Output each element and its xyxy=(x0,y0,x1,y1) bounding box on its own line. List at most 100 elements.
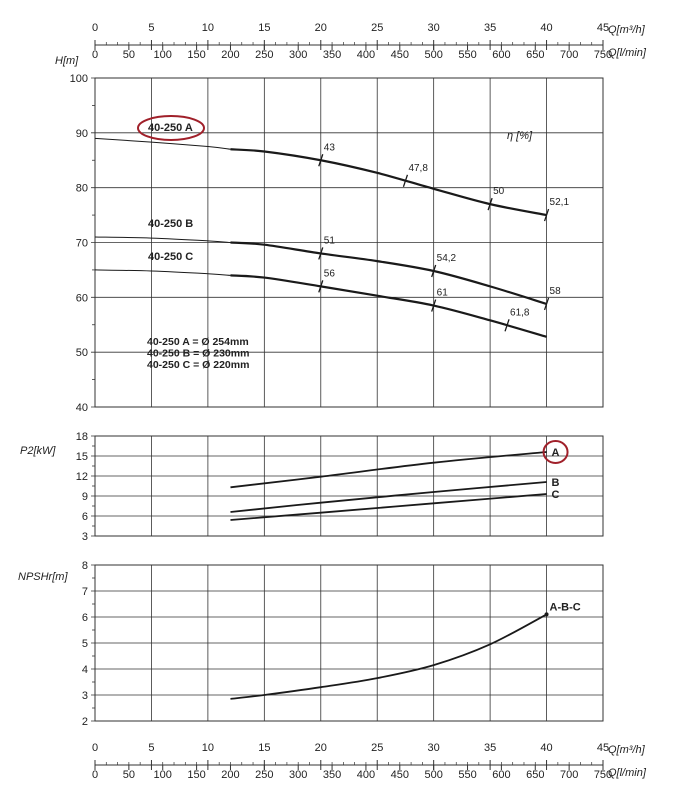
top-lmin-tick-label: 700 xyxy=(560,49,578,61)
bottom-lmin-tick-label: 0 xyxy=(92,769,98,781)
grid-layer xyxy=(91,77,604,722)
top-lmin-tick-label: 200 xyxy=(221,49,239,61)
power-plot-frame xyxy=(94,435,604,537)
head-curve-40-250-b-startup xyxy=(94,236,231,243)
series-a-highlight-ellipse xyxy=(137,115,205,141)
efficiency-mark-label: 50 xyxy=(493,186,505,197)
efficiency-mark xyxy=(318,154,324,167)
power-ytick-label: 6 xyxy=(82,511,88,523)
top-q-lmin-title: Q[l/min] xyxy=(608,47,647,59)
head-curve-40-250-a-startup xyxy=(94,137,231,150)
power-curve-a xyxy=(230,451,547,489)
top-lmin-tick-label: 100 xyxy=(154,49,172,61)
bottom-lmin-tick-label: 150 xyxy=(187,769,205,781)
npsh-ytick-label: 7 xyxy=(82,586,88,598)
top-m3h-tick-label: 25 xyxy=(371,22,383,34)
power-ytick-label: 18 xyxy=(76,431,88,443)
top-lmin-tick-label: 750 xyxy=(594,49,612,61)
bottom-lmin-tick-label: 500 xyxy=(424,769,442,781)
bottom-q-m3h-title: Q[m³/h] xyxy=(608,744,646,756)
head-curve-40-250-c-startup xyxy=(94,269,231,276)
top-lmin-tick-label: 350 xyxy=(323,49,341,61)
npsh-curve-endpoint xyxy=(544,612,549,617)
npsh-ytick-label: 3 xyxy=(82,690,88,702)
bottom-lmin-tick-label: 200 xyxy=(221,769,239,781)
bottom-lmin-tick-label: 550 xyxy=(458,769,476,781)
head-ytick-label: 70 xyxy=(76,238,88,250)
efficiency-mark xyxy=(431,264,437,278)
efficiency-mark-label: 58 xyxy=(550,286,562,297)
efficiency-mark-label: 54,2 xyxy=(437,253,457,264)
bottom-lmin-tick-label: 650 xyxy=(526,769,544,781)
top-m3h-tick-label: 20 xyxy=(315,22,327,34)
bottom-lmin-tick-label: 100 xyxy=(154,769,172,781)
top-lmin-tick-label: 450 xyxy=(391,49,409,61)
npsh-ytick-label: 6 xyxy=(82,612,88,624)
bottom-m3h-tick-label: 10 xyxy=(202,742,214,754)
npsh-curve xyxy=(230,613,547,700)
axes-layer: 405060708090100H[m]369121518P2[kW]234567… xyxy=(18,22,647,781)
efficiency-mark-label: 43 xyxy=(324,142,336,153)
head-ytick-label: 100 xyxy=(70,73,88,85)
bottom-m3h-tick-label: 0 xyxy=(92,742,98,754)
bottom-m3h-tick-label: 40 xyxy=(540,742,552,754)
bottom-lmin-tick-label: 750 xyxy=(594,769,612,781)
efficiency-mark xyxy=(504,319,510,332)
head-ytick-label: 50 xyxy=(76,347,88,359)
head-ytick-label: 90 xyxy=(76,128,88,140)
top-lmin-tick-label: 500 xyxy=(424,49,442,61)
power-a-highlight-circle xyxy=(542,440,569,464)
top-lmin-tick-label: 550 xyxy=(458,49,476,61)
bottom-m3h-tick-label: 15 xyxy=(258,742,270,754)
power-ylabel: P2[kW] xyxy=(20,445,56,457)
power-curve-b xyxy=(230,481,547,513)
efficiency-mark-label: 47,8 xyxy=(408,163,428,174)
top-m3h-tick-label: 30 xyxy=(428,22,440,34)
head-ylabel: H[m] xyxy=(55,55,79,67)
efficiency-mark xyxy=(318,247,324,260)
power-series-label: B xyxy=(552,477,560,489)
head-ytick-label: 60 xyxy=(76,292,88,304)
top-lmin-tick-label: 50 xyxy=(123,49,135,61)
efficiency-mark-label: 56 xyxy=(324,268,336,279)
bottom-m3h-tick-label: 45 xyxy=(597,742,609,754)
bottom-lmin-tick-label: 400 xyxy=(357,769,375,781)
bottom-m3h-tick-label: 30 xyxy=(428,742,440,754)
head-curve-40-250-c xyxy=(230,274,547,338)
bottom-lmin-tick-label: 50 xyxy=(123,769,135,781)
bottom-lmin-tick-label: 600 xyxy=(492,769,510,781)
efficiency-mark-label: 51 xyxy=(324,235,336,246)
top-m3h-tick-label: 5 xyxy=(148,22,154,34)
npsh-ytick-label: 4 xyxy=(82,664,88,676)
power-ytick-label: 9 xyxy=(82,491,88,503)
head-ytick-label: 40 xyxy=(76,402,88,414)
top-m3h-tick-label: 45 xyxy=(597,22,609,34)
efficiency-mark-label: 61,8 xyxy=(510,307,530,318)
top-m3h-tick-label: 10 xyxy=(202,22,214,34)
power-ytick-label: 15 xyxy=(76,451,88,463)
head-series-label: 40-250 B xyxy=(148,218,193,230)
top-m3h-tick-label: 0 xyxy=(92,22,98,34)
top-lmin-tick-label: 600 xyxy=(492,49,510,61)
npsh-ytick-label: 5 xyxy=(82,638,88,650)
efficiency-mark xyxy=(318,280,324,293)
bottom-m3h-tick-label: 35 xyxy=(484,742,496,754)
bottom-lmin-tick-label: 700 xyxy=(560,769,578,781)
bottom-q-lmin-title: Q[l/min] xyxy=(608,767,647,779)
power-series-label: C xyxy=(552,489,560,501)
power-ytick-label: 12 xyxy=(76,471,88,483)
npsh-ytick-label: 2 xyxy=(82,716,88,728)
top-lmin-tick-label: 400 xyxy=(357,49,375,61)
efficiency-mark-label: 61 xyxy=(437,288,449,299)
diameter-legend-line: 40-250 A = Ø 254mm xyxy=(147,336,249,348)
npsh-ylabel: NPSHr[m] xyxy=(18,571,68,583)
head-series-label: 40-250 C xyxy=(148,251,193,263)
top-lmin-tick-label: 300 xyxy=(289,49,307,61)
top-lmin-tick-label: 650 xyxy=(526,49,544,61)
curves-layer xyxy=(94,137,550,700)
diameter-legend-line: 40-250 C = Ø 220mm xyxy=(147,359,249,371)
power-ytick-label: 3 xyxy=(82,531,88,543)
labels-layer: 40-250 A 40-250 B 40-250 C η [%] 43 47,8 50 52,… xyxy=(137,115,581,613)
efficiency-mark xyxy=(543,297,550,311)
